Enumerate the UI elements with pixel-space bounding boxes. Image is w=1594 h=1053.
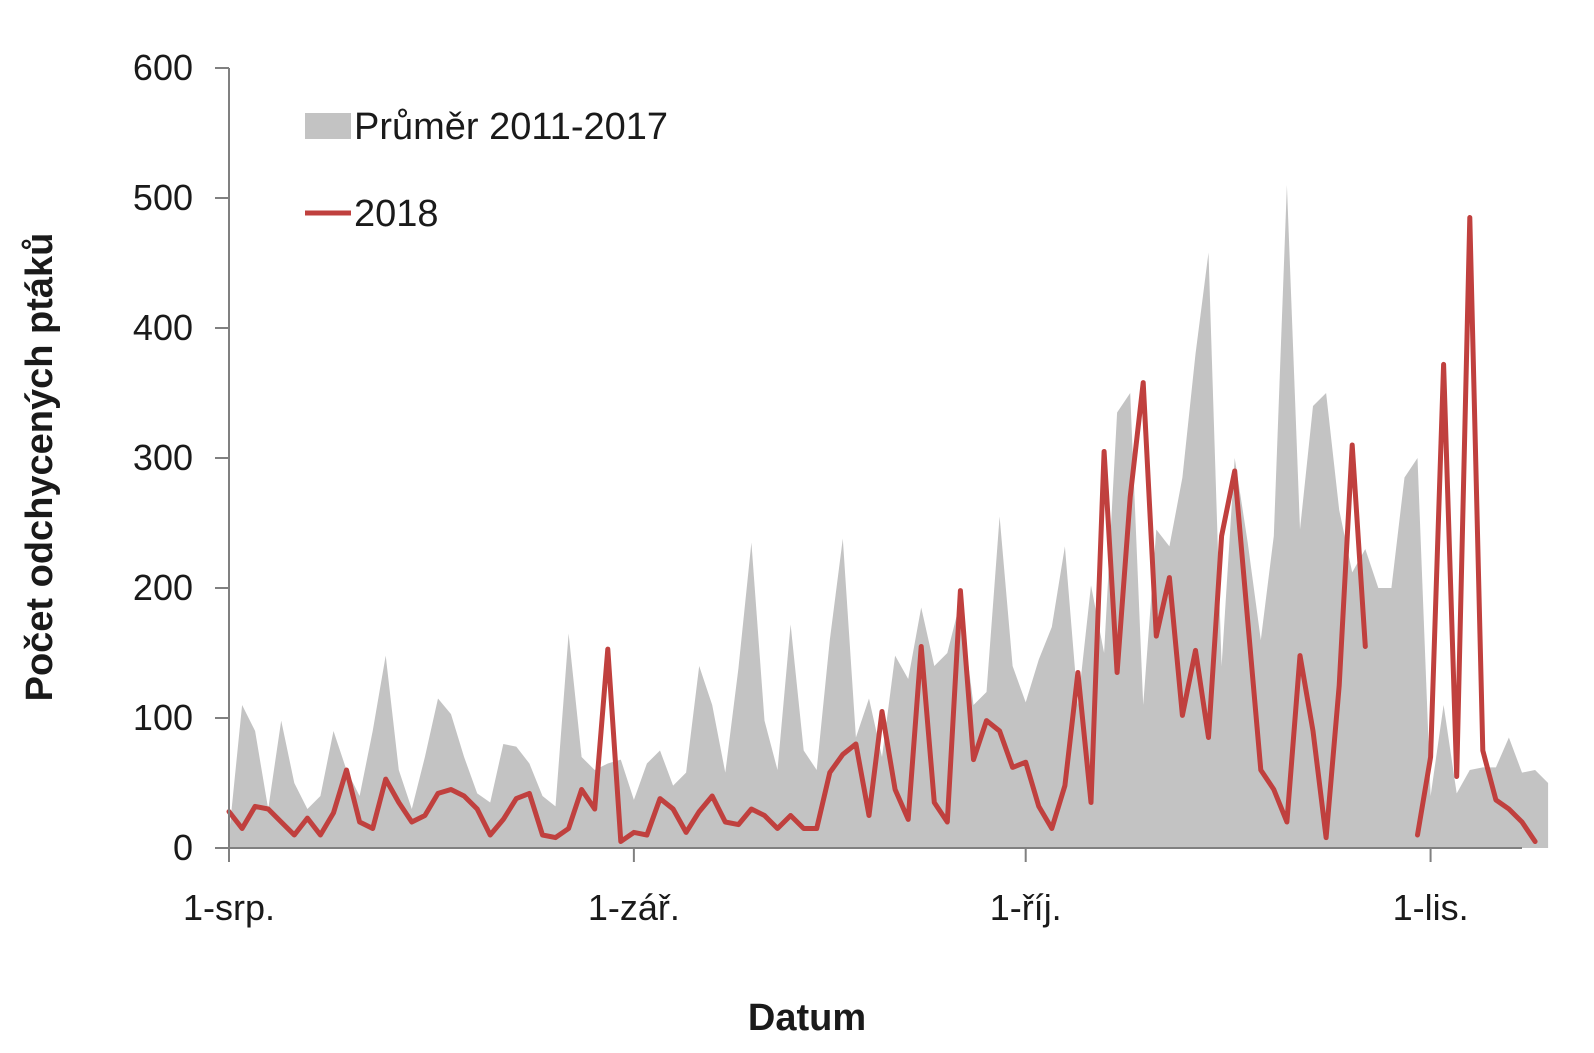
y-axis-title: Počet odchycených ptáků (19, 233, 61, 702)
x-axis-title: Datum (748, 997, 866, 1039)
x-ticks: 1-srp. 1-zář. 1-říj. 1-lis. (183, 848, 1469, 928)
legend: Průměr 2011-2017 2018 (305, 106, 668, 235)
y-tick-label: 100 (133, 697, 193, 738)
legend-swatch-average (305, 113, 351, 139)
y-tick-label: 600 (133, 47, 193, 88)
plot-area (226, 185, 1549, 848)
legend-label-2018: 2018 (354, 193, 439, 235)
x-tick-label: 1-lis. (1393, 887, 1469, 928)
average-area (229, 185, 1549, 848)
y-tick-label: 500 (133, 177, 193, 218)
line-2018 (226, 215, 1538, 844)
x-tick-label: 1-říj. (990, 887, 1062, 928)
y-tick-label: 0 (173, 827, 193, 868)
y-tick-label: 300 (133, 437, 193, 478)
y-ticks: 0 100 200 300 400 500 600 (133, 47, 229, 868)
legend-label-average: Průměr 2011-2017 (354, 106, 668, 148)
y-tick-label: 400 (133, 307, 193, 348)
x-tick-label: 1-srp. (183, 887, 275, 928)
y-tick-label: 200 (133, 567, 193, 608)
x-tick-label: 1-zář. (588, 887, 680, 928)
